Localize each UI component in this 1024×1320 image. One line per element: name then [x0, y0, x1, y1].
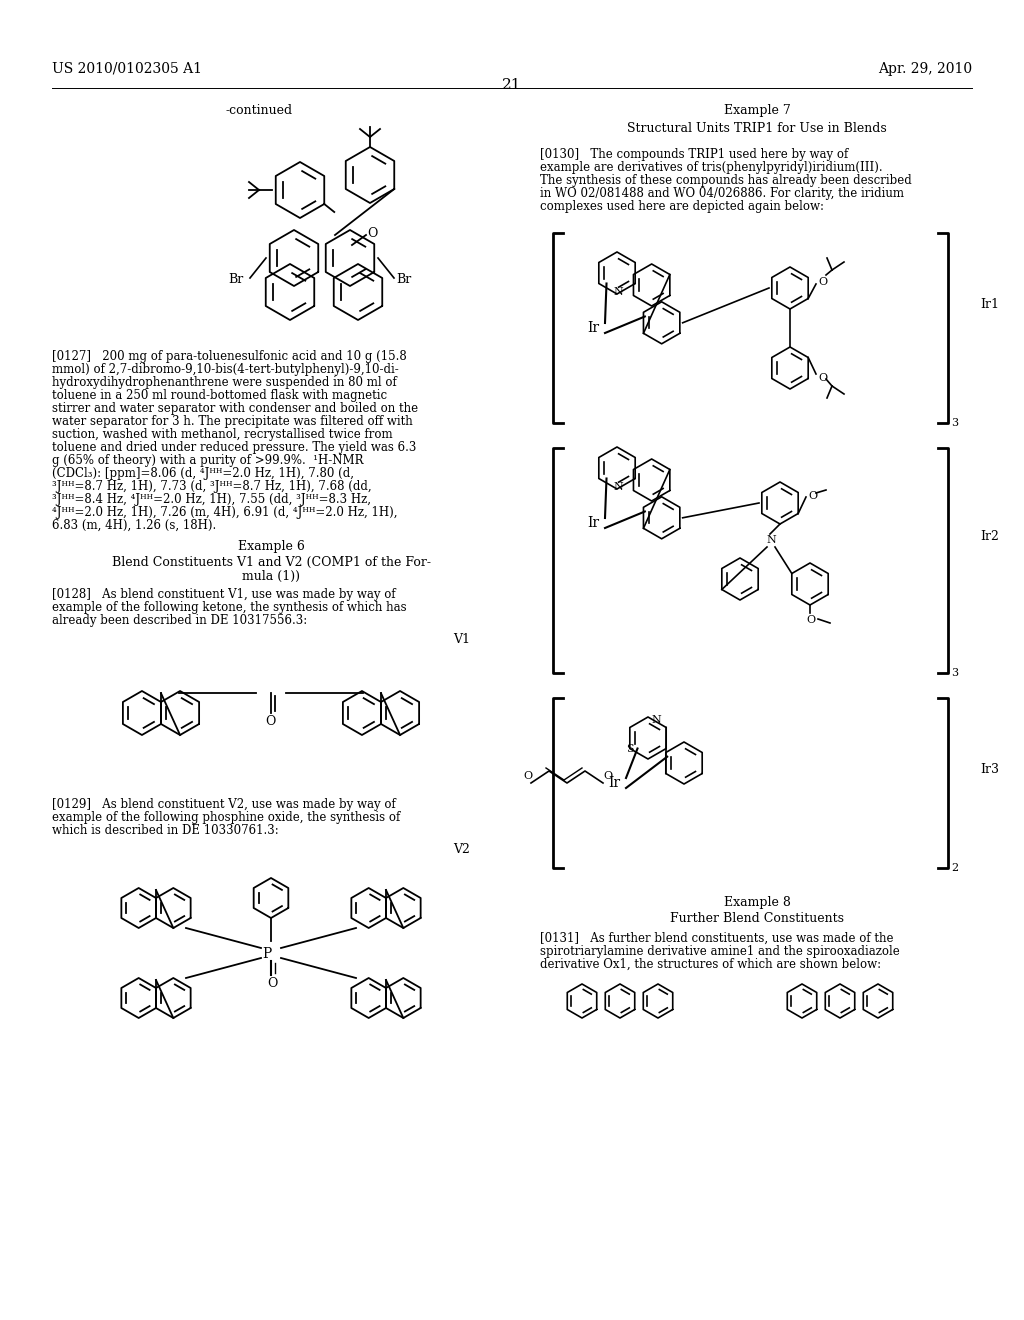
Text: ⁴Jᴴᴴ=2.0 Hz, 1H), 7.26 (m, 4H), 6.91 (d, ⁴Jᴴᴴ=2.0 Hz, 1H),: ⁴Jᴴᴴ=2.0 Hz, 1H), 7.26 (m, 4H), 6.91 (d,…: [52, 506, 397, 519]
Text: toluene and dried under reduced pressure. The yield was 6.3: toluene and dried under reduced pressure…: [52, 441, 417, 454]
Text: O: O: [818, 374, 827, 383]
Text: O: O: [523, 771, 532, 781]
Text: Ir: Ir: [587, 321, 599, 335]
Text: Br: Br: [396, 273, 412, 286]
Text: [0131]   As further blend constituents, use was made of the: [0131] As further blend constituents, us…: [540, 932, 894, 945]
Text: N: N: [613, 286, 623, 297]
Text: water separator for 3 h. The precipitate was filtered off with: water separator for 3 h. The precipitate…: [52, 414, 413, 428]
Text: 6.83 (m, 4H), 1.26 (s, 18H).: 6.83 (m, 4H), 1.26 (s, 18H).: [52, 519, 216, 532]
Text: suction, washed with methanol, recrystallised twice from: suction, washed with methanol, recrystal…: [52, 428, 392, 441]
Text: [0127]   200 mg of para-toluenesulfonic acid and 10 g (15.8: [0127] 200 mg of para-toluenesulfonic ac…: [52, 350, 407, 363]
Text: example of the following ketone, the synthesis of which has: example of the following ketone, the syn…: [52, 601, 407, 614]
Text: O: O: [265, 715, 275, 729]
Text: O: O: [367, 227, 378, 240]
Text: (CDCl₃): [ppm]=8.06 (d, ⁴Jᴴᴴ=2.0 Hz, 1H), 7.80 (d,: (CDCl₃): [ppm]=8.06 (d, ⁴Jᴴᴴ=2.0 Hz, 1H)…: [52, 467, 354, 480]
Text: N: N: [766, 535, 776, 545]
Text: derivative Ox1, the structures of which are shown below:: derivative Ox1, the structures of which …: [540, 958, 881, 972]
Text: N: N: [613, 482, 623, 492]
Text: V2: V2: [454, 843, 470, 855]
Text: Ir3: Ir3: [980, 763, 999, 776]
Text: toluene in a 250 ml round-bottomed flask with magnetic: toluene in a 250 ml round-bottomed flask…: [52, 389, 387, 403]
Text: mula (1)): mula (1)): [242, 570, 300, 583]
Text: O: O: [808, 491, 817, 502]
Text: hydroxydihydrophenanthrene were suspended in 80 ml of: hydroxydihydrophenanthrene were suspende…: [52, 376, 396, 389]
Text: S: S: [627, 743, 634, 754]
Text: -continued: -continued: [225, 104, 292, 117]
Text: O: O: [806, 615, 815, 624]
Text: US 2010/0102305 A1: US 2010/0102305 A1: [52, 62, 202, 77]
Text: Example 6: Example 6: [238, 540, 304, 553]
Text: O: O: [603, 771, 612, 781]
Text: complexes used here are depicted again below:: complexes used here are depicted again b…: [540, 201, 824, 213]
Text: Ir2: Ir2: [980, 531, 998, 543]
Text: g (65% of theory) with a purity of >99.9%.  ¹H-NMR: g (65% of theory) with a purity of >99.9…: [52, 454, 364, 467]
Text: Ir: Ir: [608, 776, 621, 789]
Text: Example 7: Example 7: [724, 104, 791, 117]
Text: which is described in DE 10330761.3:: which is described in DE 10330761.3:: [52, 824, 279, 837]
Text: P: P: [262, 946, 271, 961]
Text: spirotriarylamine derivative amine1 and the spirooxadiazole: spirotriarylamine derivative amine1 and …: [540, 945, 900, 958]
Text: V1: V1: [453, 634, 470, 645]
Text: Blend Constituents V1 and V2 (COMP1 of the For-: Blend Constituents V1 and V2 (COMP1 of t…: [112, 556, 430, 569]
Text: 21: 21: [502, 78, 522, 92]
Text: O: O: [267, 977, 278, 990]
Text: stirrer and water separator with condenser and boiled on the: stirrer and water separator with condens…: [52, 403, 418, 414]
Text: Further Blend Constituents: Further Blend Constituents: [670, 912, 844, 925]
Text: Br: Br: [228, 273, 244, 286]
Text: in WO 02/081488 and WO 04/026886. For clarity, the iridium: in WO 02/081488 and WO 04/026886. For cl…: [540, 187, 904, 201]
Text: Ir1: Ir1: [980, 298, 999, 312]
Text: Example 8: Example 8: [724, 896, 791, 909]
Text: N: N: [651, 715, 662, 725]
Text: [0128]   As blend constituent V1, use was made by way of: [0128] As blend constituent V1, use was …: [52, 587, 395, 601]
Text: example are derivatives of tris(phenylpyridyl)iridium(III).: example are derivatives of tris(phenylpy…: [540, 161, 883, 174]
Text: mmol) of 2,7-dibromo-9,10-bis(4-tert-butylphenyl)-9,10-di-: mmol) of 2,7-dibromo-9,10-bis(4-tert-but…: [52, 363, 398, 376]
Text: [0130]   The compounds TRIP1 used here by way of: [0130] The compounds TRIP1 used here by …: [540, 148, 848, 161]
Text: The synthesis of these compounds has already been described: The synthesis of these compounds has alr…: [540, 174, 911, 187]
Text: 3: 3: [951, 418, 958, 428]
Text: ³Jᴴᴴ=8.7 Hz, 1H), 7.73 (d, ³Jᴴᴴ=8.7 Hz, 1H), 7.68 (dd,: ³Jᴴᴴ=8.7 Hz, 1H), 7.73 (d, ³Jᴴᴴ=8.7 Hz, …: [52, 480, 372, 492]
Text: O: O: [818, 277, 827, 286]
Text: Apr. 29, 2010: Apr. 29, 2010: [878, 62, 972, 77]
Text: example of the following phosphine oxide, the synthesis of: example of the following phosphine oxide…: [52, 810, 400, 824]
Text: Ir: Ir: [587, 516, 599, 531]
Text: ³Jᴴᴴ=8.4 Hz, ⁴Jᴴᴴ=2.0 Hz, 1H), 7.55 (dd, ³Jᴴᴴ=8.3 Hz,: ³Jᴴᴴ=8.4 Hz, ⁴Jᴴᴴ=2.0 Hz, 1H), 7.55 (dd,…: [52, 492, 371, 506]
Text: 2: 2: [951, 863, 958, 873]
Text: [0129]   As blend constituent V2, use was made by way of: [0129] As blend constituent V2, use was …: [52, 799, 395, 810]
Text: already been described in DE 10317556.3:: already been described in DE 10317556.3:: [52, 614, 307, 627]
Text: 3: 3: [951, 668, 958, 678]
Text: Structural Units TRIP1 for Use in Blends: Structural Units TRIP1 for Use in Blends: [627, 121, 887, 135]
